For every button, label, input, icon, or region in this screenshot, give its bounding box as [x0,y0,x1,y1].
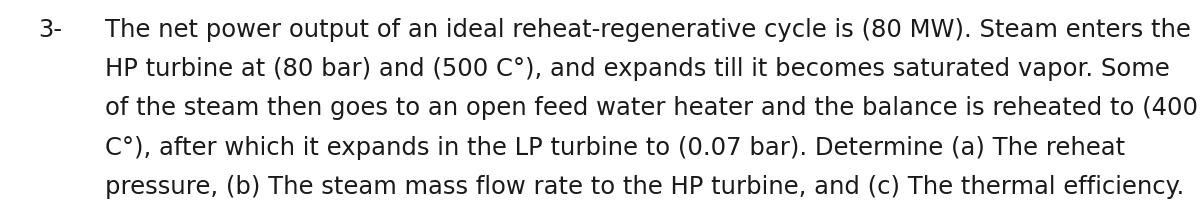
Text: 3-: 3- [38,18,62,42]
Text: C°), after which it expands in the LP turbine to (0.07 bar). Determine (a) The r: C°), after which it expands in the LP tu… [106,136,1126,160]
Text: of the steam then goes to an open feed water heater and the balance is reheated : of the steam then goes to an open feed w… [106,96,1198,120]
Text: HP turbine at (80 bar) and (500 C°), and expands till it becomes saturated vapor: HP turbine at (80 bar) and (500 C°), and… [106,57,1170,81]
Text: The net power output of an ideal reheat-regenerative cycle is (80 MW). Steam ent: The net power output of an ideal reheat-… [106,18,1190,42]
Text: pressure, (b) The steam mass flow rate to the HP turbine, and (c) The thermal ef: pressure, (b) The steam mass flow rate t… [106,175,1184,199]
